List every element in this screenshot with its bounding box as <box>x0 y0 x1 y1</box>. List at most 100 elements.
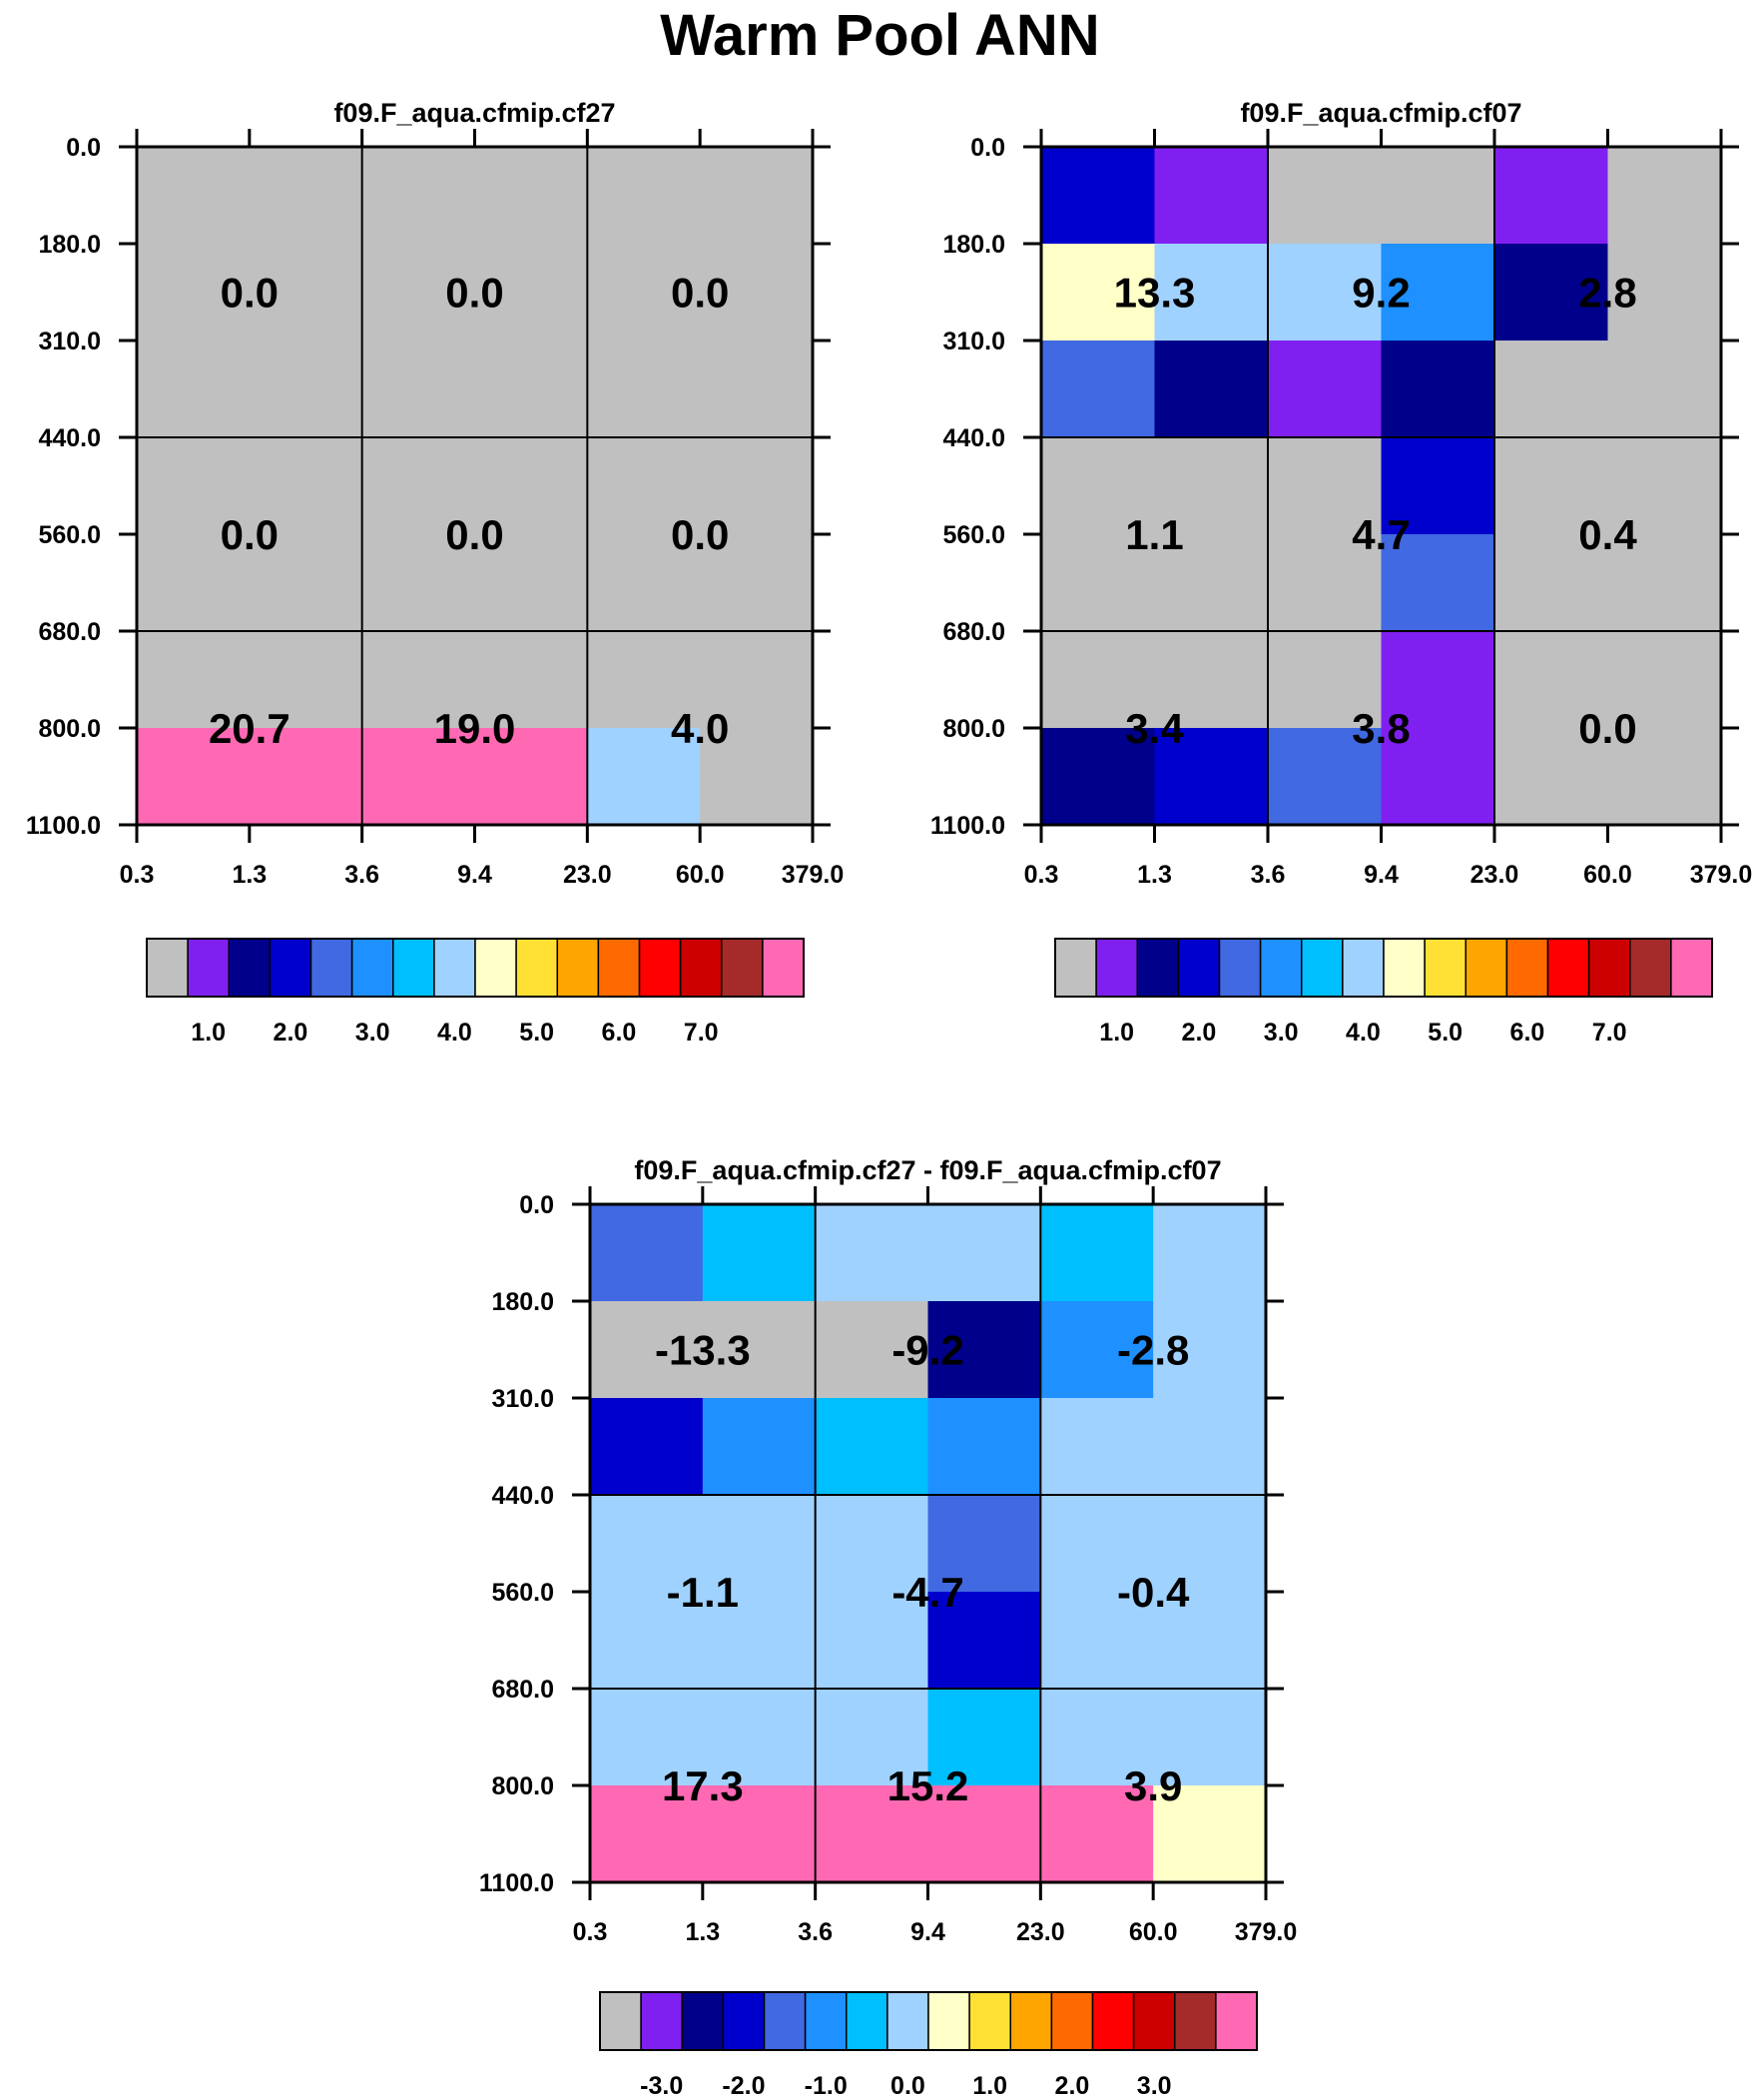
x-tick-label: 0.3 <box>120 861 155 889</box>
colorbar-label: 7.0 <box>1592 1019 1627 1047</box>
heatmap-cell <box>474 534 588 632</box>
heatmap-cell <box>1041 728 1156 826</box>
x-tick-label: 3.6 <box>798 1918 833 1946</box>
colorbar: 1.0 2.0 3.0 4.0 5.0 6.0 7.0 <box>146 938 805 1047</box>
colorbar-swatch <box>1465 938 1508 998</box>
colorbar-label: -1.0 <box>805 2072 848 2100</box>
group-value-label: 20.7 <box>209 705 291 752</box>
colorbar-label: 5.0 <box>1428 1019 1463 1047</box>
colorbar-swatch <box>1132 1991 1176 2051</box>
y-tick-label: 0.0 <box>66 134 101 162</box>
colorbar-swatch <box>679 938 723 998</box>
group-value-label: 13.3 <box>1114 270 1196 317</box>
group-value-label: 1.1 <box>1125 511 1183 558</box>
colorbar-swatch <box>1177 938 1221 998</box>
heatmap-cell <box>927 1592 1041 1690</box>
x-tick-label: 1.3 <box>685 1918 720 1946</box>
group-value-label: 3.4 <box>1125 705 1184 752</box>
heatmap-cell <box>927 1689 1041 1786</box>
y-tick-label: 440.0 <box>942 424 1005 452</box>
x-tick-label: 0.3 <box>1024 861 1059 889</box>
y-tick-label: 180.0 <box>491 1288 554 1316</box>
colorbar-swatch <box>515 938 558 998</box>
x-tick-label: 9.4 <box>1364 861 1399 889</box>
x-tick-label: 23.0 <box>1016 1918 1065 1946</box>
colorbar-swatch <box>1009 1991 1053 2051</box>
heatmap-cell <box>474 728 588 826</box>
heatmap-cell <box>361 728 476 826</box>
colorbar-swatch <box>763 1991 807 2051</box>
heatmap-cell <box>1607 437 1722 535</box>
heatmap-cell <box>1041 534 1156 632</box>
heatmap-cell <box>1041 437 1156 535</box>
heatmap-cell <box>1153 1495 1267 1593</box>
heatmap-cell <box>1153 1398 1267 1496</box>
heatmap-cell <box>1381 534 1495 632</box>
colorbar-swatch <box>640 1991 683 2051</box>
y-tick-label: 560.0 <box>491 1579 554 1607</box>
heatmap-cell <box>1494 631 1609 729</box>
y-tick-label: 310.0 <box>38 328 101 355</box>
group-value-label: 0.0 <box>221 270 279 317</box>
y-tick-label: 0.0 <box>970 134 1005 162</box>
heatmap-cell <box>927 1204 1041 1302</box>
y-tick-label: 310.0 <box>491 1385 554 1413</box>
colorbar: -3.0 -2.0 -1.0 0.0 1.0 2.0 3.0 <box>599 1991 1258 2100</box>
colorbar-label: 4.0 <box>437 1019 472 1047</box>
colorbar-swatch <box>1587 938 1631 998</box>
colorbar-label: 5.0 <box>519 1019 554 1047</box>
heatmap-cell <box>1040 1785 1154 1883</box>
colorbar-swatch <box>1215 1991 1258 2051</box>
x-tick-label: 23.0 <box>1470 861 1519 889</box>
heatmap-cell <box>700 728 814 826</box>
group-value-label: 0.0 <box>671 511 729 558</box>
heatmap-cell <box>587 728 701 826</box>
y-tick-label: 800.0 <box>491 1772 554 1800</box>
heatmap-cell <box>1381 728 1495 826</box>
colorbar-swatch <box>1424 938 1467 998</box>
heatmap-cell <box>1607 147 1722 245</box>
heatmap-cell <box>815 1495 929 1593</box>
heatmap-cell <box>1154 534 1269 632</box>
colorbar-swatch <box>722 1991 766 2051</box>
heatmap-cell <box>590 1204 704 1302</box>
heatmap-cell <box>815 1204 929 1302</box>
heatmap-cell <box>137 437 251 535</box>
heatmap-cell <box>1041 147 1156 245</box>
heatmap-cell <box>1040 1495 1154 1593</box>
colorbar-swatch <box>721 938 764 998</box>
heatmap-cell <box>587 631 701 729</box>
panel-title: f09.F_aqua.cfmip.cf27 - f09.F_aqua.cfmip… <box>634 1155 1221 1185</box>
heatmap-cell <box>815 1592 929 1690</box>
heatmap-cell <box>700 631 814 729</box>
colorbar-swatch <box>1054 938 1097 998</box>
heatmap-cell <box>702 1495 817 1593</box>
y-tick-label: 680.0 <box>942 618 1005 646</box>
heatmap-cell <box>361 437 476 535</box>
heatmap-cell <box>702 1301 817 1399</box>
colorbar-label: 2.0 <box>1055 2072 1090 2100</box>
heatmap-panel-1: 0.0 0.0 0.0 0.0 0.0 0.0 20.7 19.0 4.0 f09.F_aqua.… <box>26 98 844 1047</box>
heatmap-cell <box>361 147 476 245</box>
group-value-label: -0.4 <box>1117 1569 1190 1616</box>
heatmap-cell <box>587 244 701 342</box>
heatmap-cell <box>1268 244 1383 342</box>
y-tick-label: 440.0 <box>491 1482 554 1510</box>
group-value-label: -2.8 <box>1117 1327 1189 1374</box>
heatmap-cell <box>815 1689 929 1786</box>
heatmap-cell <box>1494 147 1609 245</box>
heatmap-cell <box>1153 1301 1267 1399</box>
heatmap-cell <box>1268 147 1383 245</box>
panel-title: f09.F_aqua.cfmip.cf07 <box>1240 98 1521 128</box>
colorbar-swatch <box>392 938 435 998</box>
group-value-label: 2.8 <box>1578 270 1636 317</box>
heatmap-cell <box>590 1785 704 1883</box>
x-tick-label: 3.6 <box>344 861 379 889</box>
heatmap-cell <box>590 1398 704 1496</box>
heatmap-cell <box>249 341 363 438</box>
heatmap-cell <box>1607 341 1722 438</box>
colorbar-swatch <box>599 1991 642 2051</box>
heatmap-cell <box>927 1495 1041 1593</box>
heatmap-cell <box>249 244 363 342</box>
